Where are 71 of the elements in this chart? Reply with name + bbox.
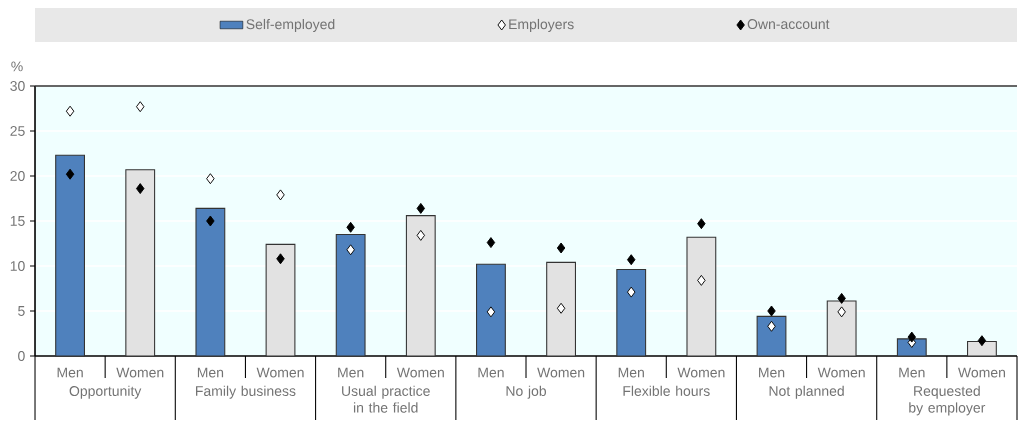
- point: [276, 253, 285, 265]
- point: [697, 274, 706, 286]
- point: [416, 202, 426, 214]
- point: [697, 218, 706, 230]
- point: [276, 189, 285, 201]
- y-tick-label: 0: [18, 351, 25, 361]
- x-tick-label: Women: [396, 367, 444, 378]
- y-tick-label: 15: [10, 216, 25, 226]
- point: [627, 254, 636, 266]
- y-tick-label: 30: [10, 81, 25, 91]
- bar: [125, 169, 156, 357]
- bar: [756, 315, 787, 357]
- point: [486, 306, 496, 318]
- x-tick-label: Men: [899, 367, 925, 378]
- text: Opportunity: [69, 385, 142, 399]
- text: Usual practice in the field: [342, 385, 430, 413]
- bar: [967, 341, 997, 357]
- bar: [476, 263, 506, 357]
- point: [416, 229, 426, 241]
- x-tick-label: Men: [57, 367, 83, 378]
- point: [837, 306, 846, 318]
- point: [136, 101, 145, 113]
- bar: [335, 233, 366, 357]
- text: Requested by employer: [909, 385, 986, 416]
- legend-label: Self-employed: [246, 18, 335, 32]
- bar: [55, 154, 85, 357]
- x-tick-label: Men: [197, 367, 224, 378]
- point: [767, 305, 776, 317]
- x-tick-label: Men: [618, 367, 644, 378]
- point: [556, 302, 566, 314]
- x-tick-label: Women: [537, 367, 585, 378]
- point: [486, 237, 496, 249]
- point: [206, 215, 215, 227]
- x-tick-label: Women: [817, 367, 865, 378]
- bar: [195, 207, 226, 357]
- x-tick-label: Men: [759, 367, 785, 378]
- y-tick-label: 10: [10, 261, 25, 271]
- y-tick-label: 20: [10, 171, 25, 181]
- text: Family business: [196, 385, 296, 399]
- y-axis-title: %: [11, 61, 23, 72]
- bar: [265, 243, 296, 357]
- x-tick-label: Men: [338, 367, 364, 378]
- point: [206, 173, 215, 185]
- x-tick-label: Women: [116, 367, 164, 378]
- legend-label: Own-account: [747, 19, 830, 30]
- y-tick-label: 5: [18, 306, 25, 316]
- point: [767, 320, 776, 332]
- y-tick-label: 25: [10, 126, 25, 136]
- point: [346, 221, 355, 233]
- text: Not planned: [769, 385, 844, 399]
- point: [346, 244, 355, 256]
- x-tick-label: Women: [677, 367, 725, 378]
- x-tick-label: Women: [958, 367, 1006, 378]
- point: [837, 292, 846, 304]
- bar: [546, 261, 576, 357]
- x-tick-label: Men: [478, 367, 504, 378]
- point: [907, 331, 917, 343]
- point: [627, 286, 636, 298]
- point: [65, 105, 75, 117]
- point: [556, 242, 566, 254]
- bar: [826, 300, 857, 357]
- text: No job: [506, 385, 547, 399]
- point: [977, 335, 987, 347]
- bar: [405, 215, 436, 357]
- legend-label: Employers: [509, 18, 574, 32]
- bar: [616, 269, 647, 357]
- x-tick-label: Women: [256, 367, 304, 378]
- point: [65, 168, 75, 180]
- text: Flexible hours: [623, 385, 710, 396]
- bar: [686, 236, 717, 357]
- point: [136, 183, 145, 195]
